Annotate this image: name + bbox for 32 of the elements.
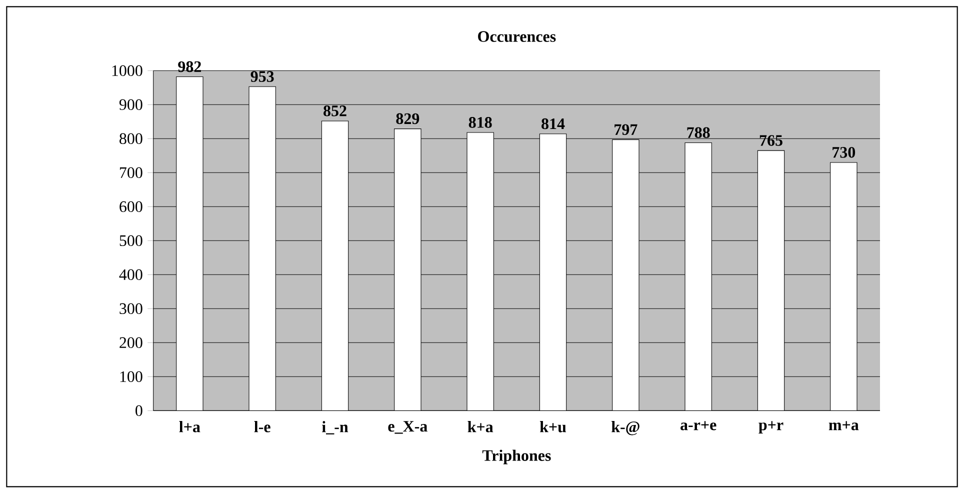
data-label: 852	[324, 105, 346, 116]
x-tick-label: l+a	[179, 420, 200, 432]
y-tick-label: 600	[120, 201, 142, 212]
x-tick-label: m+a	[828, 420, 859, 430]
x-tick-label: e_X-a	[388, 420, 428, 434]
y-tick-label: 400	[119, 269, 142, 280]
y-tick-label: 800	[120, 133, 142, 144]
data-label: 814	[542, 118, 565, 130]
y-tick-label: 200	[120, 337, 142, 348]
y-tick-label: 1000	[112, 65, 142, 76]
data-label: 953	[250, 71, 274, 82]
x-tick-label: a-r+e	[680, 420, 716, 430]
y-tick-label: 300	[120, 303, 142, 314]
data-label: 788	[687, 127, 710, 138]
x-tick-label: p+r	[758, 420, 784, 434]
data-label: 818	[468, 116, 492, 128]
y-tick-label: 700	[120, 167, 142, 178]
x-tick-label: k-@	[612, 420, 640, 436]
y-tick-label: 900	[119, 99, 142, 110]
data-label: 730	[832, 146, 856, 158]
x-axis-title: Triphones	[482, 450, 551, 464]
data-label: 982	[178, 61, 201, 72]
x-tick-label: k+u	[540, 420, 566, 432]
y-tick-label: 100	[120, 371, 142, 382]
data-label: 829	[396, 113, 420, 124]
x-tick-label: i_-n	[322, 420, 348, 434]
chart-title: Occurences	[478, 31, 556, 42]
y-tick-label: 500	[120, 235, 142, 246]
y-tick-label: 0	[136, 405, 142, 416]
x-tick-label: l-e	[254, 420, 270, 432]
data-label: 797	[614, 124, 638, 135]
x-tick-label: k+a	[468, 420, 494, 432]
